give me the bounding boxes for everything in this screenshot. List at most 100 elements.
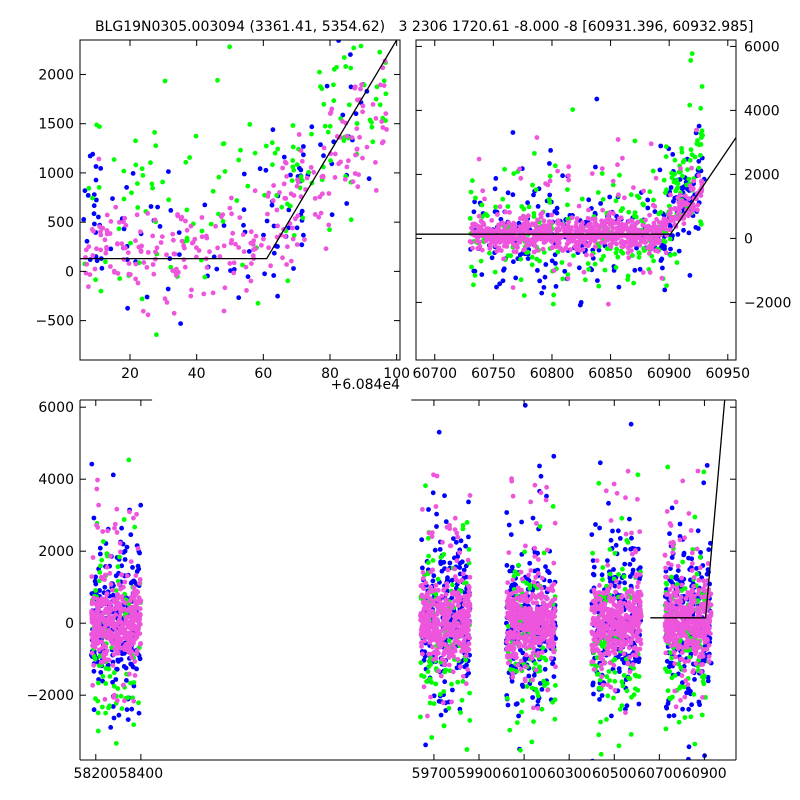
full-lightcurve-point-green: [596, 480, 602, 486]
zoom-left-point-pink: [126, 271, 132, 277]
full-lightcurve-point-pink: [428, 608, 433, 614]
full-lightcurve-point-pink: [420, 570, 426, 575]
full-lightcurve-point-pink: [539, 595, 544, 601]
zoom-left-point-green: [162, 78, 168, 84]
zoom-left-point-pink: [373, 116, 379, 121]
full-lightcurve-point-blue: [669, 555, 675, 560]
full-lightcurve-point-green: [612, 657, 618, 662]
zoom-right-point-blue: [662, 287, 668, 293]
full-lightcurve-point-blue: [684, 690, 689, 696]
full-lightcurve-point-blue: [542, 666, 548, 672]
zoom-left-point-green: [287, 203, 293, 209]
full-lightcurve-point-pink: [114, 698, 120, 703]
full-lightcurve-point-green: [663, 726, 669, 732]
full-lightcurve-point-blue: [627, 574, 633, 579]
zoom-right-point-green: [687, 157, 693, 163]
full-lightcurve-point-green: [700, 674, 705, 680]
full-lightcurve-point-pink: [534, 600, 539, 606]
full-lightcurve-point-pink: [131, 698, 137, 704]
zoom-right-point-pink: [475, 246, 481, 251]
zoom-right-point-pink: [627, 242, 633, 248]
zoom-right-point-pink: [471, 224, 476, 230]
full-lightcurve-point-pink: [137, 617, 143, 622]
full-lightcurve-point-blue: [624, 703, 630, 709]
zoom-right-point-pink: [567, 262, 572, 267]
full-lightcurve-point-pink: [115, 640, 121, 646]
zoom-right-point-pink: [553, 244, 559, 250]
zoom-right-point-blue: [539, 290, 545, 296]
zoom-left-point-pink: [302, 237, 307, 243]
zoom-left-point-blue: [241, 171, 247, 177]
zoom-left-point-pink: [360, 103, 366, 109]
zoom-left-point-pink: [373, 188, 379, 193]
full-lightcurve-point-blue: [622, 561, 628, 567]
zoom-left-point-pink: [115, 271, 121, 276]
zoom-left-point-pink: [295, 179, 301, 185]
zoom-left-point-green: [331, 98, 337, 104]
zoom-right-point-pink: [647, 212, 652, 218]
full-lightcurve-point-green: [665, 464, 671, 470]
zoom-right-point-blue: [687, 273, 693, 278]
zoom-right-point-pink: [666, 211, 672, 217]
full-lightcurve-point-green: [516, 562, 521, 568]
zoom-left-point-pink: [92, 266, 98, 272]
full-lightcurve-point-pink: [538, 490, 544, 496]
zoom-right-point-green: [565, 272, 571, 277]
zoom-left-point-pink: [178, 216, 184, 222]
zoom-left-point-blue: [264, 218, 270, 224]
zoom-right-point-pink: [569, 215, 575, 221]
full-lightcurve-point-pink: [455, 603, 461, 608]
full-lightcurve-point-pink: [457, 550, 462, 556]
zoom-right-point-pink: [504, 229, 510, 235]
zoom-right-point-green: [470, 178, 475, 184]
full-lightcurve-point-blue: [423, 742, 428, 748]
zoom-right-point-pink: [568, 247, 573, 252]
zoom-left-point-pink: [199, 215, 205, 220]
full-lightcurve-point-blue: [550, 661, 556, 666]
zoom-right-y-tick-label: 4000: [744, 103, 780, 119]
full-lightcurve-point-pink: [132, 659, 138, 664]
full-lightcurve-point-pink: [96, 607, 102, 613]
full-lightcurve-point-pink: [111, 652, 117, 657]
full-lightcurve-point-pink: [436, 668, 442, 674]
full-lightcurve-point-pink: [445, 602, 451, 608]
zoom-right-point-blue: [560, 173, 565, 179]
full-lightcurve-point-pink: [510, 577, 516, 583]
zoom-right-point-green: [625, 273, 631, 279]
full-lightcurve-point-green: [95, 728, 101, 734]
zoom-right-point-pink: [672, 206, 678, 211]
full-lightcurve-point-pink: [552, 606, 558, 612]
full-lightcurve-point-pink: [441, 619, 446, 625]
zoom-right-point-blue: [531, 192, 536, 198]
full-lightcurve-point-pink: [463, 602, 469, 608]
zoom-right-point-pink: [664, 232, 670, 238]
full-lightcurve-point-blue: [591, 691, 596, 697]
full-lightcurve-point-green: [100, 539, 106, 544]
full-lightcurve-point-green: [118, 693, 124, 699]
zoom-right-point-green: [651, 197, 656, 203]
zoom-left-point-blue: [246, 249, 252, 254]
full-lightcurve-point-pink: [519, 610, 525, 616]
zoom-right-point-pink: [487, 246, 493, 251]
full-lightcurve-point-green: [426, 560, 431, 566]
zoom-left-point-green: [325, 129, 331, 135]
zoom-right-point-pink: [631, 185, 636, 191]
full-lightcurve-point-pink: [453, 615, 459, 621]
full-lightcurve-point-pink: [101, 625, 107, 631]
full-lightcurve-point-green: [628, 732, 634, 737]
full-lightcurve-point-pink: [532, 554, 538, 559]
full-lightcurve-point-blue: [672, 575, 678, 580]
zoom-left-point-pink: [284, 262, 289, 267]
zoom-right-point-blue: [541, 285, 547, 290]
zoom-left-point-green: [328, 158, 333, 164]
full-lightcurve-point-pink: [531, 579, 537, 585]
full-lightcurve-point-pink: [504, 639, 509, 645]
zoom-right-point-blue: [547, 192, 553, 198]
zoom-right-point-green: [530, 182, 535, 188]
full-lightcurve-point-blue: [675, 568, 681, 573]
full-lightcurve-point-green: [531, 719, 536, 724]
zoom-right-point-pink: [490, 239, 496, 245]
zoom-right-point-pink: [476, 213, 482, 219]
full-lightcurve-point-blue: [457, 565, 463, 570]
zoom-right-point-blue: [658, 143, 664, 149]
